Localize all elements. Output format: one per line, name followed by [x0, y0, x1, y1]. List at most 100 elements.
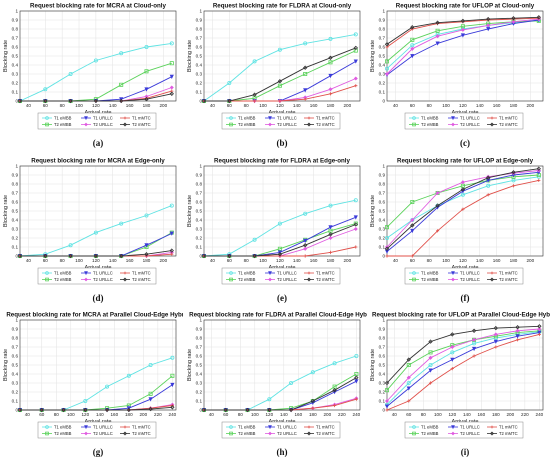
data-point	[384, 59, 389, 64]
x-tick-label: 100	[434, 412, 442, 417]
legend: T1 eMBB T1 URLLC T1 mMTC T2 eMBB T2 URLLC T2 …	[404, 112, 524, 130]
legend: T1 eMBB T1 URLLC T1 mMTC T2 eMBB T2 URLLC T2 …	[37, 421, 157, 439]
chart-panel-4: Request blocking rate for MCRA at Edge-o…	[0, 155, 183, 309]
legend-label: T1 URLLC	[93, 425, 113, 430]
y-tick-label: 0.1	[196, 245, 203, 250]
data-point	[144, 69, 149, 74]
chart-title: Request blocking rate for FLDRA at Edge-…	[214, 158, 350, 165]
legend: T1 eMBB T1 URLLC T1 mMTC T2 eMBB T2 URLLC T2 …	[37, 112, 157, 130]
chart-svg: Request blocking rate for MCRA at Parall…	[3, 312, 183, 458]
legend: T1 eMBB T1 URLLC T1 mMTC T2 eMBB T2 URLLC T2 …	[404, 267, 524, 285]
y-tick-label: 0.4	[12, 372, 19, 377]
legend-label: T2 eMBB	[54, 122, 72, 127]
legend-label: T2 eMBB	[421, 122, 439, 127]
data-point	[310, 370, 315, 375]
gridlines	[204, 319, 360, 411]
x-tick-label: 40	[209, 412, 215, 417]
gridlines	[20, 165, 176, 257]
data-point	[406, 375, 411, 380]
gridlines	[204, 10, 360, 102]
y-tick-label: 0.6	[12, 354, 19, 359]
legend-label: T2 URLLC	[460, 122, 480, 127]
data-point	[148, 406, 153, 412]
chart-svg: Request blocking rate for FLDRA at Cloud…	[187, 3, 361, 148]
legend-marker	[229, 122, 233, 127]
data-point	[410, 46, 415, 51]
data-point	[353, 76, 358, 81]
x-tick-label: 200	[160, 103, 168, 108]
y-tick-label: 0.2	[196, 81, 203, 86]
data-point	[328, 87, 333, 92]
data-point	[68, 98, 73, 104]
data-point	[354, 397, 358, 401]
data-point	[303, 97, 307, 101]
legend-marker	[84, 425, 88, 430]
x-tick-label: 60	[223, 412, 229, 417]
x-tick-label: 40	[26, 258, 32, 263]
y-axis-label: Blocking rate	[3, 40, 9, 72]
series-t2-mmtc	[17, 91, 174, 104]
data-point	[494, 345, 498, 349]
x-tick-label: 140	[293, 258, 301, 263]
y-tick-label: 0.4	[12, 218, 19, 223]
legend-marker	[490, 431, 494, 436]
data-point	[493, 325, 499, 331]
legend-label: T1 eMBB	[238, 271, 256, 276]
legend-marker	[451, 271, 455, 276]
y-tick-label: 0.6	[196, 45, 203, 50]
y-tick-label: 0.3	[196, 227, 203, 232]
y-tick-label: 0.8	[12, 27, 19, 32]
legend-label: T2 URLLC	[93, 277, 113, 282]
data-point	[148, 397, 153, 402]
x-tick-label: 120	[459, 258, 467, 263]
y-tick-label: 0.9	[379, 327, 386, 332]
y-tick-label: 0.9	[379, 18, 386, 23]
data-point	[104, 407, 110, 413]
chart-svg: Request blocking rate for FLDRA at Paral…	[187, 312, 367, 458]
legend-marker	[84, 271, 88, 276]
legend-label: T2 eMBB	[238, 277, 256, 282]
y-tick-label: 0.2	[196, 390, 203, 395]
y-tick-label: 0.8	[196, 27, 203, 32]
x-tick-label: 200	[527, 258, 535, 263]
series-t2-mmtc	[201, 222, 358, 259]
data-point	[169, 61, 174, 66]
legend-label: T1 eMBB	[238, 116, 256, 121]
legend-label: T2 eMBB	[421, 277, 439, 282]
x-tick-label: 220	[154, 412, 162, 417]
data-point	[328, 36, 333, 41]
data-point	[126, 373, 131, 378]
x-tick-label: 120	[276, 258, 284, 263]
legend-marker	[490, 277, 494, 282]
data-point	[406, 381, 411, 386]
x-tick-label: 80	[244, 103, 250, 108]
data-point	[328, 250, 333, 254]
data-point	[354, 245, 358, 249]
data-point	[328, 55, 333, 60]
y-tick-label: 1	[199, 318, 202, 323]
data-point	[201, 253, 207, 259]
x-tick-label: 120	[459, 103, 467, 108]
data-point	[384, 246, 390, 251]
data-point	[83, 399, 88, 404]
data-point	[406, 357, 411, 362]
series-t1-urllc	[384, 330, 542, 409]
y-tick-label: 0.2	[12, 236, 19, 241]
legend-marker	[45, 116, 49, 120]
legend-marker	[307, 122, 311, 127]
legend-label: T2 mMTC	[132, 431, 151, 436]
y-tick-label: 0.9	[196, 18, 203, 23]
legend-label: T1 eMBB	[421, 271, 439, 276]
legend-marker	[268, 271, 272, 276]
chart-title: Request blocking rate for UFLOP at Cloud…	[396, 3, 535, 10]
data-point	[460, 33, 465, 38]
data-point	[144, 213, 149, 218]
x-tick-label: 100	[75, 103, 83, 108]
legend-marker	[451, 116, 455, 121]
data-point	[353, 45, 358, 51]
data-point	[61, 407, 66, 413]
data-point	[353, 32, 358, 37]
data-point	[428, 363, 433, 368]
data-point	[471, 346, 477, 352]
